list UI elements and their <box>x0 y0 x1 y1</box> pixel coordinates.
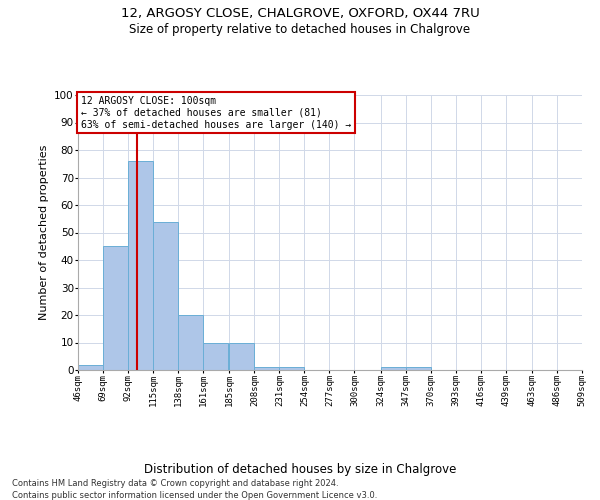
Text: Distribution of detached houses by size in Chalgrove: Distribution of detached houses by size … <box>144 462 456 475</box>
Bar <box>406 367 431 370</box>
Bar <box>153 222 178 370</box>
Y-axis label: Number of detached properties: Number of detached properties <box>38 145 49 320</box>
Text: Contains public sector information licensed under the Open Government Licence v3: Contains public sector information licen… <box>12 491 377 500</box>
Text: Contains HM Land Registry data © Crown copyright and database right 2024.: Contains HM Land Registry data © Crown c… <box>12 479 338 488</box>
Bar <box>128 161 153 370</box>
Bar <box>380 367 406 370</box>
Bar <box>178 315 203 370</box>
Bar <box>103 246 128 370</box>
Bar <box>203 342 228 370</box>
Text: Size of property relative to detached houses in Chalgrove: Size of property relative to detached ho… <box>130 22 470 36</box>
Bar <box>78 364 103 370</box>
Bar <box>229 342 254 370</box>
Bar <box>280 367 304 370</box>
Text: 12 ARGOSY CLOSE: 100sqm
← 37% of detached houses are smaller (81)
63% of semi-de: 12 ARGOSY CLOSE: 100sqm ← 37% of detache… <box>80 96 351 130</box>
Bar <box>254 367 280 370</box>
Text: 12, ARGOSY CLOSE, CHALGROVE, OXFORD, OX44 7RU: 12, ARGOSY CLOSE, CHALGROVE, OXFORD, OX4… <box>121 8 479 20</box>
